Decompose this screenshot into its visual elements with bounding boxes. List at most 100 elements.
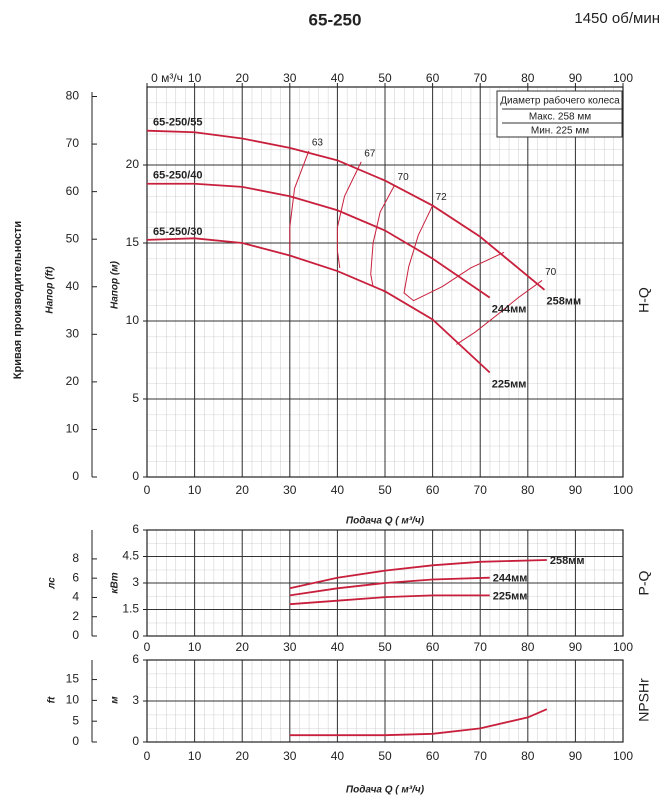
y2-tick-label: 40: [66, 279, 80, 293]
y2-tick-label: 10: [66, 693, 80, 707]
y-tick-label: 10: [126, 313, 140, 327]
series-line: [146, 237, 491, 374]
efficiency-label: 67: [364, 149, 376, 160]
x-tick-label: 60: [426, 640, 440, 654]
curve-label: NPSHr: [636, 678, 652, 722]
x-tick-label: 40: [331, 640, 345, 654]
y2-tick-label: 10: [66, 422, 80, 436]
side-title: Кривая производительности: [12, 221, 24, 379]
x-tick-label: 10: [188, 749, 202, 763]
efficiency-label: 72: [436, 192, 448, 203]
y-tick-label: 4.5: [122, 549, 139, 563]
y2-tick-label: 2: [72, 609, 79, 623]
diameter-box: Диаметр рабочего колеса Макс. 258 мм Мин…: [496, 90, 623, 138]
x2-tick-label: 40: [331, 71, 345, 85]
curve-label: P-Q: [636, 570, 652, 595]
x-tick-label: 30: [283, 640, 297, 654]
x-tick-label: 80: [521, 640, 535, 654]
y2-tick-label: 6: [72, 570, 79, 584]
model-label: 65-250/40: [153, 170, 203, 182]
x2-tick-label: 50: [378, 71, 392, 85]
legend-min: Мин. 225 мм: [531, 126, 589, 137]
y-tick-label: 3: [132, 575, 139, 589]
y-axis-title: м: [110, 696, 121, 704]
x-tick-label: 40: [331, 749, 345, 763]
x-tick-label: 60: [426, 483, 440, 497]
x-tick-label: 100: [613, 640, 633, 654]
x-tick-label: 0: [144, 640, 151, 654]
y-axis-title: кВт: [110, 572, 121, 593]
x-tick-label: 20: [236, 483, 250, 497]
x-tick-label: 30: [283, 483, 297, 497]
x-tick-label: 90: [569, 483, 583, 497]
legend-frame: [496, 90, 623, 138]
x-tick-label: 90: [569, 640, 583, 654]
legend-title: Диаметр рабочего колеса: [500, 95, 620, 107]
series-line: [289, 559, 547, 590]
x-axis-title: Подача Q ( м³/ч): [346, 785, 425, 796]
y2-tick-label: 50: [66, 231, 80, 245]
series-line: [289, 708, 548, 737]
y-tick-label: 5: [132, 391, 139, 405]
x2-tick-label: 80: [521, 71, 535, 85]
x-tick-label: 50: [378, 640, 392, 654]
series-line: [147, 182, 491, 299]
x2-tick-label: 0 м³/ч: [151, 71, 183, 85]
x-tick-label: 30: [283, 749, 297, 763]
speed: 1450 об/мин: [574, 10, 660, 27]
series-label: 258мм: [550, 555, 585, 567]
y-tick-label: 1.5: [122, 602, 139, 616]
chart-panel: 0 10 20 30 40 50 60 70 80 90 10001.534.5602468кВтл…: [47, 522, 652, 654]
y2-axis-title: лс: [47, 577, 58, 590]
y2-tick-label: 0: [72, 734, 79, 748]
y2-tick-label: 5: [72, 713, 79, 727]
efficiency-label: 70: [398, 172, 410, 183]
y-tick-label: 0: [132, 628, 139, 642]
x-tick-label: 100: [613, 749, 633, 763]
efficiency-curve: [403, 205, 505, 302]
efficiency-curve: [289, 150, 310, 251]
efficiency-curve: [370, 185, 395, 287]
x-tick-label: 50: [378, 483, 392, 497]
x2-tick-label: 60: [426, 71, 440, 85]
x-tick-label: 10: [188, 483, 202, 497]
y-tick-label: 0: [132, 469, 139, 483]
y2-tick-label: 60: [66, 184, 80, 198]
x-tick-label: 90: [569, 749, 583, 763]
x-tick-label: 100: [613, 483, 633, 497]
y2-axis-title: ft: [47, 696, 58, 703]
series-line: [289, 594, 490, 606]
y2-axis-title: Напор (ft): [45, 266, 56, 314]
y-tick-label: 3: [132, 693, 139, 707]
x2-tick-label: 30: [283, 71, 297, 85]
x-tick-label: 20: [236, 749, 250, 763]
x2-tick-label: 10: [188, 71, 202, 85]
legend-max: Макс. 258 мм: [529, 112, 591, 123]
efficiency-label: 63: [312, 138, 324, 149]
y-tick-label: 20: [126, 157, 140, 171]
y2-tick-label: 20: [66, 374, 80, 388]
y-tick-label: 6: [132, 652, 139, 666]
x-tick-label: 70: [474, 483, 488, 497]
y2-tick-label: 8: [72, 551, 79, 565]
series-line: [289, 576, 490, 597]
y2-tick-label: 0: [72, 469, 79, 483]
y2-tick-label: 80: [66, 89, 80, 103]
y-tick-label: 6: [132, 522, 139, 536]
x2-tick-label: 90: [569, 71, 583, 85]
chart-title: 65-250: [309, 10, 362, 29]
x-tick-label: 0: [144, 749, 151, 763]
model-label: 65-250/55: [153, 117, 203, 129]
efficiency-curve: [456, 280, 543, 345]
x2-tick-label: 100: [613, 71, 633, 85]
y2-tick-label: 15: [66, 672, 80, 686]
y2-tick-label: 30: [66, 326, 80, 340]
x2-tick-label: 20: [236, 71, 250, 85]
x-tick-label: 80: [521, 483, 535, 497]
x-axis-title: Подача Q ( м³/ч): [346, 516, 425, 527]
series-label: 244мм: [492, 304, 527, 316]
series-line: [146, 129, 546, 291]
